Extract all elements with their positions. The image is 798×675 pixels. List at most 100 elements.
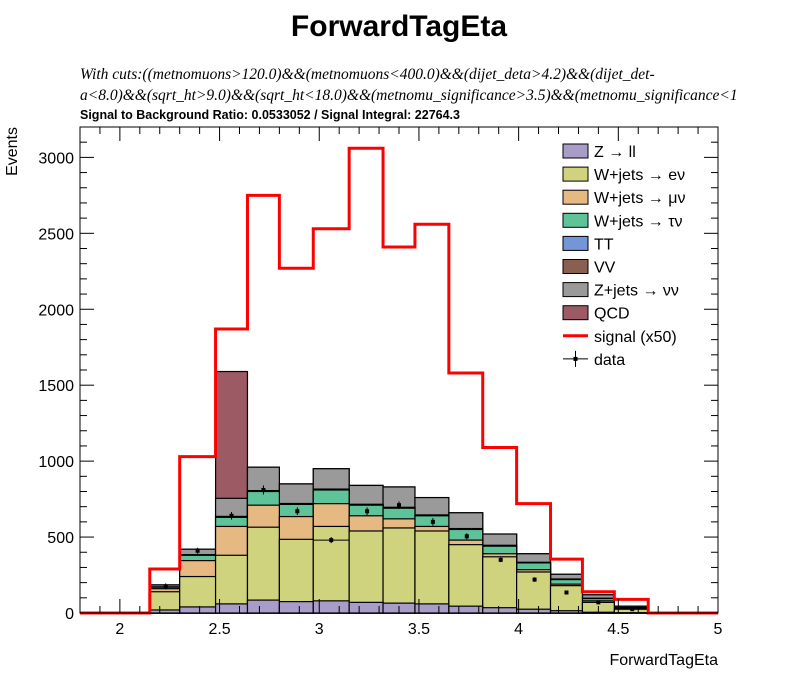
data-point <box>261 485 266 495</box>
x-tick-label: 3.5 <box>408 621 430 638</box>
x-tick-label: 3 <box>315 621 324 638</box>
stack-bar <box>448 544 484 614</box>
stack-bar <box>246 599 280 614</box>
legend-label: W+jets → eν <box>594 167 685 184</box>
data-marker <box>261 487 266 492</box>
data-point <box>163 583 168 590</box>
chart-title: ForwardTagEta <box>290 10 508 43</box>
stack-bar <box>482 556 518 614</box>
data-point <box>596 600 601 605</box>
data-marker <box>295 509 300 514</box>
legend-entry: W+jets → μν <box>562 189 685 207</box>
stack-bar <box>516 608 552 614</box>
cuts-line-1: With cuts:((metnomuons>120.0)&&(metnomuo… <box>80 66 655 83</box>
legend-swatch <box>562 143 589 159</box>
data-marker <box>464 534 469 539</box>
legend-label: Z → ll <box>594 144 636 161</box>
legend-swatch <box>562 235 589 251</box>
y-tick-label: 2000 <box>38 302 74 319</box>
legend-entry: W+jets → eν <box>562 166 685 184</box>
legend-label: VV <box>594 260 616 277</box>
data-point <box>532 577 537 582</box>
data-point <box>229 512 234 520</box>
legend-swatch <box>562 305 589 321</box>
signal-background-ratio: Signal to Background Ratio: 0.0533052 / … <box>80 108 460 122</box>
data-marker <box>498 557 503 562</box>
data-marker <box>163 584 168 589</box>
data-point <box>313 537 350 544</box>
y-tick-label: 1500 <box>38 378 74 395</box>
stack-bar <box>278 538 314 614</box>
data-marker <box>630 607 635 612</box>
data-marker <box>397 503 401 508</box>
x-axis-label: ForwardTagEta <box>610 652 719 669</box>
data-marker <box>329 538 334 543</box>
legend-entry: W+jets → τν <box>562 212 683 230</box>
data-point <box>397 501 401 509</box>
stack-bar <box>414 530 450 614</box>
legend-swatch-marker <box>573 356 578 361</box>
stack-bar <box>348 601 384 614</box>
y-tick-label: 500 <box>47 530 74 547</box>
legend-entry: TT <box>562 235 614 253</box>
x-tick-label: 4 <box>514 621 523 638</box>
stack-bar <box>414 603 450 614</box>
legend-label: Z+jets → νν <box>594 283 679 300</box>
stack-bar <box>214 603 249 614</box>
y-axis-label: Events <box>4 127 21 176</box>
stack-bar <box>549 585 584 614</box>
legend-swatch <box>562 189 589 205</box>
cuts-text: With cuts:((metnomuons>120.0)&&(metnomuo… <box>80 64 798 106</box>
x-tick-label: 2.5 <box>208 621 230 638</box>
stack-bar <box>179 606 217 614</box>
legend-label: W+jets → μν <box>594 190 685 207</box>
stack-bar <box>482 607 518 614</box>
legend-label: QCD <box>594 306 630 323</box>
legend-label: TT <box>594 236 614 253</box>
legend-entry: signal (x50) <box>563 329 677 346</box>
stack-bar <box>348 530 384 614</box>
data-marker <box>365 509 370 514</box>
x-tick-label: 5 <box>714 621 723 638</box>
legend-swatch <box>562 282 589 298</box>
legend-entry: Z+jets → νν <box>562 282 679 300</box>
data-point <box>564 590 569 595</box>
stack-bar <box>382 527 416 614</box>
legend-entry: QCD <box>562 305 630 323</box>
data-marker <box>532 577 537 582</box>
data-marker <box>195 548 200 553</box>
legend-entry: VV <box>562 259 616 277</box>
legend-label: W+jets → τν <box>594 213 683 230</box>
data-point <box>630 607 635 612</box>
data-point <box>430 518 435 526</box>
legend-label: data <box>594 352 625 369</box>
data-marker <box>596 600 601 605</box>
y-tick-label: 0 <box>65 606 74 623</box>
x-tick-label: 2 <box>115 621 124 638</box>
data-marker <box>229 513 234 518</box>
stack-bar <box>312 600 350 614</box>
data-point <box>295 507 300 516</box>
legend-swatch <box>562 259 589 274</box>
data-point <box>498 557 503 563</box>
data-point <box>365 507 370 516</box>
legend-swatch <box>562 166 589 182</box>
stack-bar <box>448 605 484 614</box>
y-tick-label: 2500 <box>38 226 74 243</box>
legend-label: signal (x50) <box>594 329 677 346</box>
y-tick-label: 1000 <box>38 454 74 471</box>
legend-swatch <box>562 212 589 228</box>
data-point <box>464 533 469 540</box>
data-marker <box>430 519 435 524</box>
cuts-line-2: a<8.0)&&(sqrt_ht>9.0)&&(sqrt_ht<18.0)&&(… <box>80 87 738 104</box>
legend: Z → ll W+jets → eν W+jets → μν W+jets → τν T… <box>562 143 685 369</box>
legend-entry: data <box>563 350 625 369</box>
data-point <box>195 547 200 554</box>
y-tick-label: 3000 <box>38 150 74 167</box>
data-marker <box>564 590 569 595</box>
signal-line <box>80 146 718 615</box>
legend-entry: Z → ll <box>562 143 636 161</box>
stack-bar <box>278 601 314 614</box>
x-tick-label: 4.5 <box>607 621 629 638</box>
